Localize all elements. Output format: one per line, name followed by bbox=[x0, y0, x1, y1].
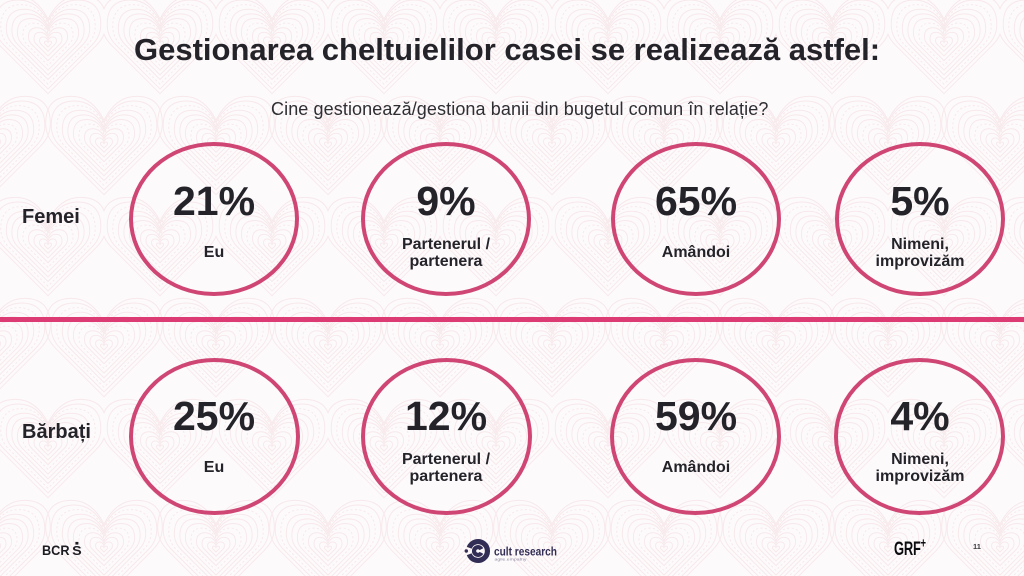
svg-text:S: S bbox=[72, 542, 82, 556]
svg-text:cult research: cult research bbox=[494, 547, 557, 559]
svg-text:BCR: BCR bbox=[42, 541, 70, 556]
svg-text:agile.empathy: agile.empathy bbox=[495, 556, 527, 561]
